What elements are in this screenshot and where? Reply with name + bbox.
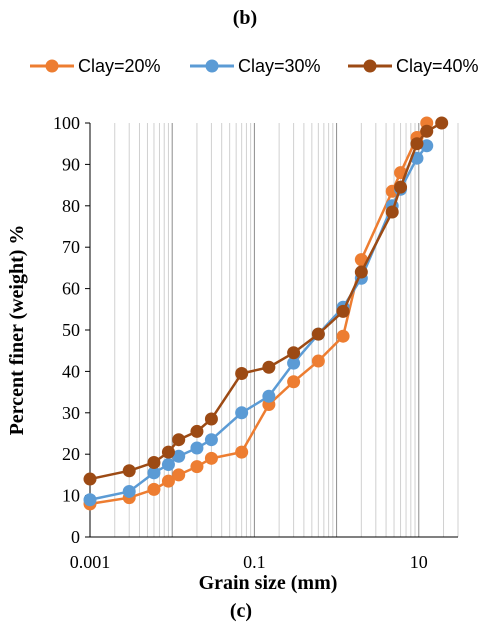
data-point (235, 366, 249, 380)
legend: Clay=20% Clay=30% Clay=40% (30, 56, 479, 76)
data-point (204, 433, 218, 447)
y-tick-label: 90 (62, 154, 80, 174)
data-point (161, 474, 175, 488)
legend-marker (45, 59, 59, 73)
y-axis-label: Percent finer (weight) % (6, 225, 28, 436)
data-point (311, 354, 325, 368)
data-point (394, 180, 408, 194)
series-line (89, 121, 443, 481)
y-tick-label: 80 (62, 196, 80, 216)
y-tick-label: 20 (62, 444, 80, 464)
panel-top-label: (b) (233, 7, 257, 29)
data-point (235, 406, 249, 420)
data-point (83, 493, 97, 507)
data-point (147, 482, 161, 496)
data-point (262, 389, 276, 403)
data-point (190, 424, 204, 438)
data-point (311, 327, 325, 341)
data-point (190, 460, 204, 474)
data-point (435, 116, 449, 130)
y-tick-label: 30 (62, 403, 80, 423)
data-point (235, 445, 249, 459)
axes (85, 122, 458, 538)
data-point (147, 466, 161, 480)
tick-labels: 0 10 20 30 40 50 60 70 80 90 100 0.001 0.1 10 (53, 113, 428, 572)
legend-label: Clay=20% (78, 56, 161, 76)
y-tick-label: 60 (62, 279, 80, 299)
y-tick-label: 100 (53, 113, 80, 133)
data-point (420, 139, 434, 153)
x-axis-label: Grain size (mm) (199, 572, 338, 594)
data-point (385, 205, 399, 219)
series-2 (83, 139, 434, 507)
legend-item-2: Clay=30% (190, 56, 321, 76)
legend-marker (205, 59, 219, 73)
legend-item-1: Clay=20% (30, 56, 161, 76)
y-tick-label: 70 (62, 237, 80, 257)
legend-item-3: Clay=40% (348, 56, 479, 76)
data-point (122, 464, 136, 478)
panel-bottom-label: (c) (230, 600, 252, 622)
data-point (122, 484, 136, 498)
data-point (336, 304, 350, 318)
data-point (161, 445, 175, 459)
data-point (204, 412, 218, 426)
legend-label: Clay=40% (396, 56, 479, 76)
data-point (354, 253, 368, 267)
data-point (172, 468, 186, 482)
data-point (420, 124, 434, 138)
plot-area (83, 116, 449, 511)
y-tick-label: 50 (62, 320, 80, 340)
data-point (161, 458, 175, 472)
data-point (190, 441, 204, 455)
x-tick-label: 0.001 (70, 552, 111, 572)
data-point (83, 472, 97, 486)
data-point (287, 356, 301, 370)
series-3 (83, 116, 449, 486)
data-point (336, 329, 350, 343)
x-tick-label: 0.1 (243, 552, 266, 572)
data-point (172, 433, 186, 447)
data-point (172, 449, 186, 463)
legend-marker (363, 59, 377, 73)
data-point (410, 137, 424, 151)
legend-label: Clay=30% (238, 56, 321, 76)
data-point (287, 375, 301, 389)
y-tick-label: 40 (62, 361, 80, 381)
series-1 (83, 116, 434, 511)
data-point (204, 451, 218, 465)
data-point (354, 265, 368, 279)
y-tick-label: 0 (71, 527, 80, 547)
x-tick-label: 10 (410, 552, 428, 572)
y-tick-label: 10 (62, 486, 80, 506)
data-point (287, 346, 301, 360)
data-point (262, 360, 276, 374)
data-point (147, 455, 161, 469)
